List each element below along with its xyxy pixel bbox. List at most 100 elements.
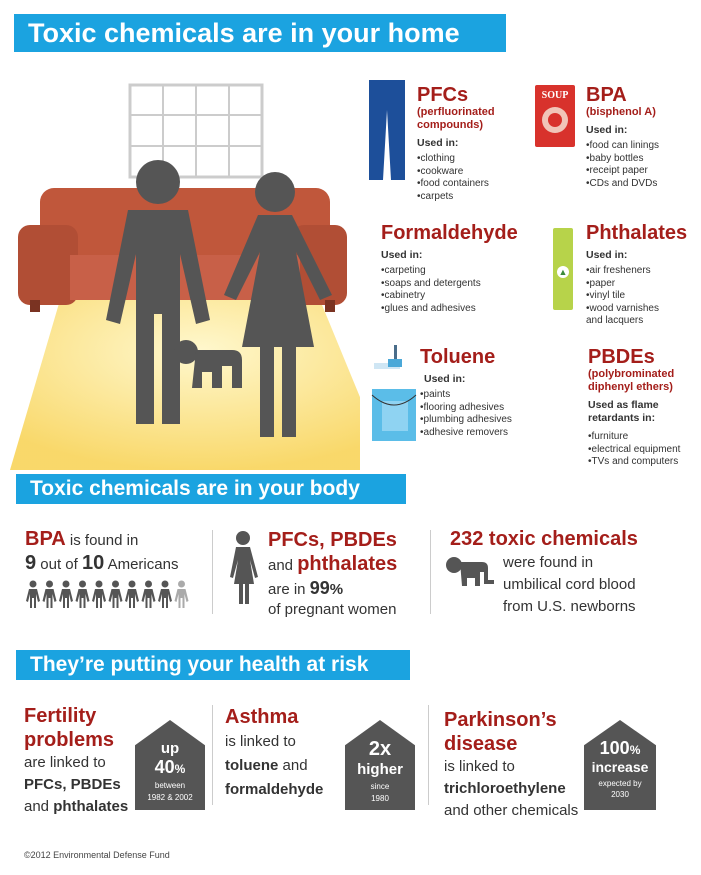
- chem-title: Toluene: [420, 346, 496, 368]
- use-item: paper: [586, 278, 691, 291]
- use-item: baby bottles: [586, 153, 659, 166]
- stat-text: out of: [36, 556, 82, 573]
- stat-text: and: [278, 757, 308, 774]
- paint-can-icon: [371, 345, 417, 441]
- chem-title: PFCs: [417, 84, 469, 106]
- stat-small: expected by: [598, 779, 642, 788]
- divider: [428, 705, 429, 805]
- can-label: SOUP: [541, 90, 569, 101]
- used-in-label: Used in:: [417, 137, 459, 149]
- used-in-label: Used in:: [586, 249, 628, 261]
- stat-unit: %: [629, 743, 641, 757]
- stat-text: is linked to: [444, 758, 515, 775]
- use-item: furniture: [588, 431, 696, 444]
- chem-name: phthalates: [53, 798, 129, 815]
- bpa-stat: BPA is found in 9 out of 10 Americans: [25, 528, 195, 621]
- use-item: cookware: [417, 166, 497, 179]
- use-item: soaps and detergents: [381, 278, 518, 291]
- family-home-illustration: [10, 83, 360, 470]
- man-figure: [106, 160, 210, 424]
- stat-small: 2030: [611, 790, 629, 799]
- use-item: electrical equipment: [588, 444, 696, 457]
- chem-name: trichloroethylene: [444, 780, 566, 797]
- use-item: adhesive removers: [420, 427, 512, 440]
- stat-big: 100: [599, 738, 630, 758]
- use-item: flooring adhesives: [420, 402, 512, 415]
- tomato-icon: [542, 107, 568, 133]
- chem-name: phthalates: [297, 553, 398, 575]
- person-icon: [141, 580, 156, 608]
- use-item: air fresheners: [586, 265, 691, 278]
- pregnant-woman-icon: [230, 531, 258, 604]
- person-icon: [42, 580, 57, 608]
- risk-title: disease: [444, 733, 518, 755]
- use-item: plumbing adhesives: [420, 414, 512, 427]
- person-icon: [125, 580, 139, 608]
- stat-big: 2x: [368, 738, 392, 760]
- chem-subtitle: (bisphenol A): [586, 106, 656, 118]
- stat-top: up: [160, 740, 180, 757]
- use-item: TVs and computers: [588, 456, 696, 469]
- use-item: wood varnishes and lacquers: [586, 303, 661, 328]
- bpa-name: BPA: [25, 528, 66, 550]
- chem-name: formaldehyde: [225, 781, 324, 798]
- baby-figure: [174, 340, 242, 388]
- chem-title: BPA: [586, 84, 627, 106]
- used-in-label: Used as flame retardants in:: [588, 399, 659, 424]
- stat-text: of pregnant women: [268, 601, 397, 618]
- stat-big: 40: [154, 757, 175, 777]
- stat-small: between: [154, 781, 186, 790]
- pregnant-stat: PFCs, PBDEs and phthalates are in 99% of…: [268, 527, 397, 619]
- stat-text: is linked to: [225, 733, 296, 750]
- divider: [212, 530, 213, 614]
- stat-mid: higher: [357, 761, 403, 778]
- used-in-label: Used in:: [424, 373, 466, 385]
- stat-house-asthma: 2x higher since 1980: [345, 720, 415, 810]
- use-item: food can linings: [586, 140, 660, 153]
- risk-title: problems: [24, 729, 115, 751]
- stat-number: 10: [82, 552, 105, 574]
- stat-house-fertility: up 40% between 1982 & 2002: [135, 720, 205, 810]
- stat-text: and: [24, 798, 54, 815]
- person-icon: [174, 580, 189, 608]
- use-item: receipt paper: [586, 165, 659, 178]
- chem-title: PBDEs: [588, 346, 655, 368]
- chem-formaldehyde: Formaldehyde Used in: carpetingsoaps and…: [381, 222, 518, 315]
- risk-fertility: Fertility problems are linked to PFCs, P…: [24, 704, 128, 818]
- stat-small: since: [370, 782, 390, 791]
- soup-can-icon: SOUP: [535, 85, 575, 147]
- chem-bpa: BPA (bisphenol A) Used in: food can lini…: [586, 84, 659, 190]
- person-icon: [59, 580, 73, 608]
- person-icon: [92, 580, 106, 608]
- footer-copyright: ©2012 Environmental Defense Fund: [24, 850, 170, 860]
- use-item: food containers: [417, 178, 497, 191]
- use-item: carpeting: [381, 265, 518, 278]
- person-icon: [75, 580, 90, 608]
- person-icon: [108, 580, 123, 608]
- stat-text: is found in: [65, 532, 139, 549]
- chem-pfcs: PFCs (perfluorinated compounds) Used in:…: [417, 84, 497, 203]
- cord-stat: were found in umbilical cord blood from …: [503, 552, 636, 618]
- stat-house-parkinsons: 100% increase expected by 2030: [584, 720, 656, 810]
- jeans-icon: [369, 80, 405, 180]
- stat-text: and: [268, 557, 298, 574]
- use-item: clothing: [417, 153, 497, 166]
- chem-title: Formaldehyde: [381, 222, 518, 244]
- banner-body: Toxic chemicals are in your body: [16, 474, 406, 504]
- stat-unit: %: [174, 762, 186, 776]
- banner-home: Toxic chemicals are in your home: [14, 14, 506, 52]
- people-icons: [26, 580, 189, 608]
- woman-figure: [224, 172, 332, 437]
- percent-sign: %: [329, 581, 344, 598]
- risk-title: Fertility: [24, 705, 97, 727]
- stat-text: were found in: [503, 554, 594, 571]
- used-in-label: Used in:: [381, 249, 423, 261]
- chem-phthalates: Phthalates Used in: air freshenerspaperv…: [586, 222, 691, 328]
- stat-small: 1982 & 2002: [147, 793, 193, 802]
- chem-name: toluene: [225, 757, 279, 774]
- use-item: paints: [420, 389, 512, 402]
- stat-text: Americans: [104, 556, 179, 573]
- person-icon: [26, 580, 40, 608]
- stat-number: 99: [309, 578, 330, 598]
- risk-title: Asthma: [225, 706, 299, 728]
